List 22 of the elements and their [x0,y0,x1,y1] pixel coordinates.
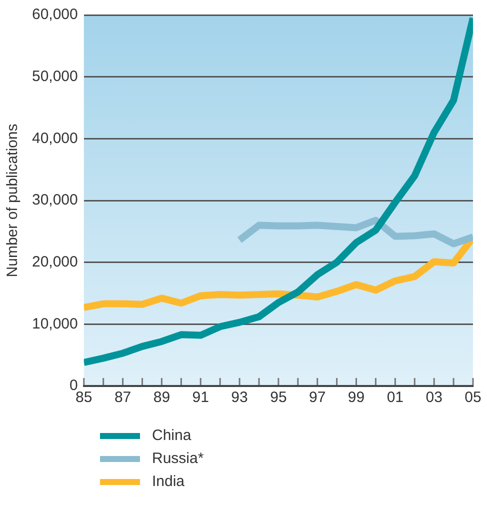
y-tick-label: 20,000 [32,253,78,270]
y-tick-label: 40,000 [32,130,78,147]
x-tick-label: 95 [270,389,287,406]
legend-label: Russia* [152,450,204,467]
x-tick-label: 99 [348,389,365,406]
x-tick-label: 97 [309,389,326,406]
x-tick-label: 05 [464,389,482,406]
x-tick-label: 87 [114,389,132,406]
y-tick-label: 60,000 [32,6,78,24]
x-tick-label: 03 [426,389,442,406]
y-tick-label: 50,000 [32,68,78,85]
y-tick-label: 10,000 [32,315,78,332]
x-tick-label: 93 [231,389,248,406]
x-tick-label: 01 [386,389,404,406]
y-axis-title: Number of publications [4,124,22,278]
y-tick-label: 0 [70,377,78,394]
x-tick-label: 91 [192,389,209,406]
y-tick-label: 30,000 [32,192,78,209]
legend-label: China [152,427,192,444]
legend-label: India [152,473,185,490]
x-tick-label: 89 [153,389,170,406]
x-tick-label: 85 [76,389,92,406]
